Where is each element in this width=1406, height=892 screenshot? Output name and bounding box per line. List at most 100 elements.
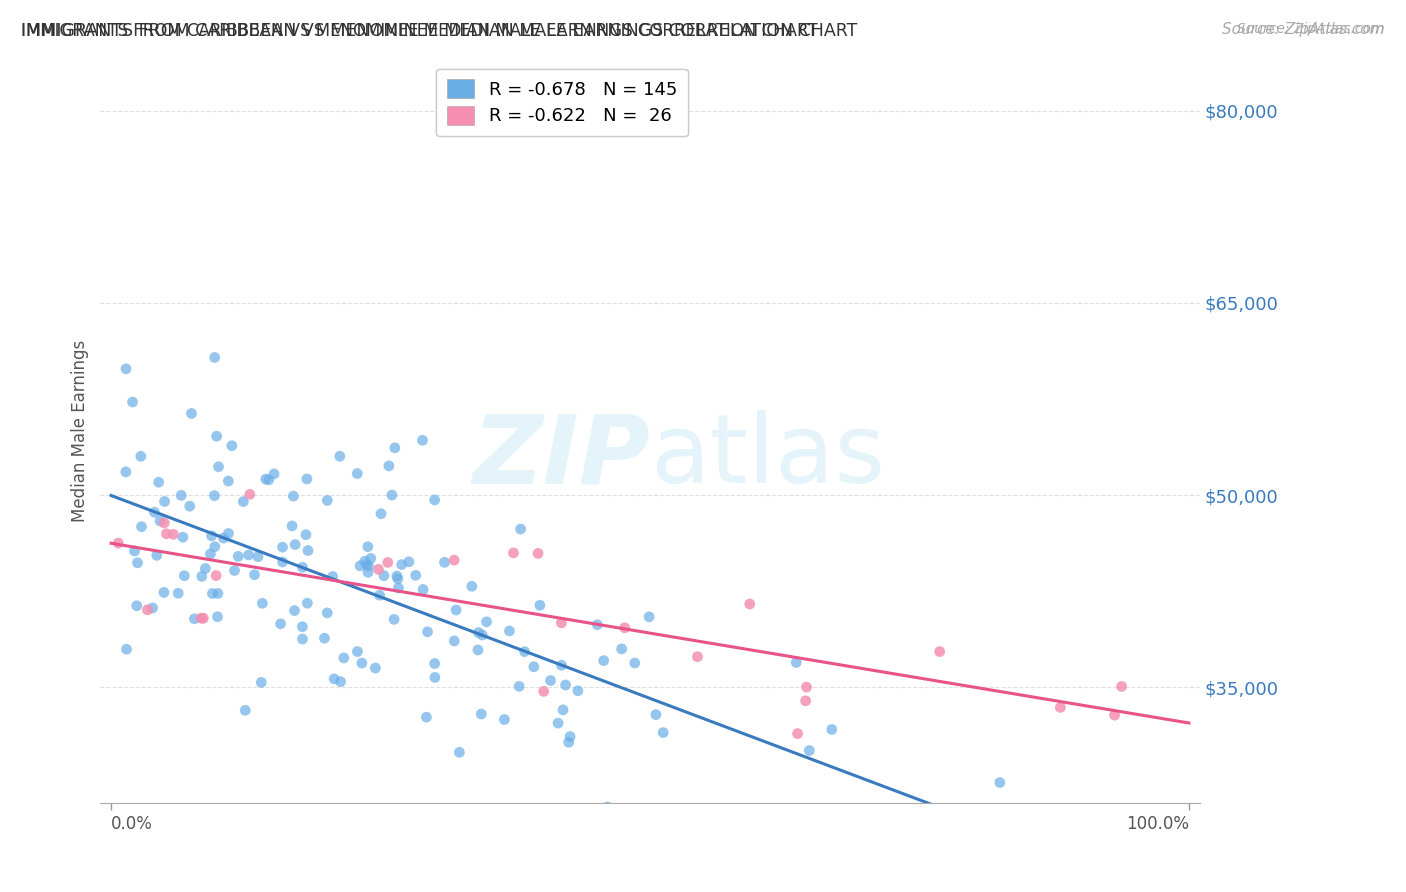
Point (470, 707, 492, 722)
Point (205, 568, 228, 582)
Point (191, 569, 214, 583)
Point (173, 568, 195, 582)
Point (316, 493, 339, 508)
Point (558, 735, 581, 749)
Point (224, 564, 246, 578)
Point (471, 628, 494, 642)
Point (333, 651, 356, 665)
Point (115, 642, 138, 657)
Point (142, 601, 165, 615)
Point (217, 474, 239, 488)
Point (796, 680, 818, 694)
Point (179, 499, 201, 513)
Point (724, 858, 747, 872)
Point (1111, 680, 1133, 694)
Point (533, 684, 555, 698)
Point (291, 632, 314, 646)
Text: ZIP: ZIP (472, 410, 650, 503)
Point (367, 562, 389, 576)
Point (398, 555, 420, 569)
Point (167, 586, 190, 600)
Text: IMMIGRANTS FROM CARIBBEAN VS MENOMINEE MEDIAN MALE EARNINGS CORRELATION CHART: IMMIGRANTS FROM CARIBBEAN VS MENOMINEE M… (21, 22, 818, 40)
Point (153, 494, 176, 508)
Point (183, 612, 205, 626)
Point (988, 775, 1011, 789)
Point (346, 467, 368, 481)
Point (377, 556, 399, 570)
Text: 0.0%: 0.0% (111, 815, 153, 833)
Point (153, 585, 176, 599)
Point (928, 644, 950, 658)
Point (232, 494, 254, 508)
Point (291, 620, 314, 634)
Point (370, 507, 392, 521)
Point (508, 679, 530, 693)
Point (239, 487, 262, 501)
Point (297, 543, 319, 558)
Text: IMMIGRANTS FROM CARIBBEAN VS MENOMINEE MEDIAN MALE EARNINGS CORRELATION CHART: IMMIGRANTS FROM CARIBBEAN VS MENOMINEE M… (21, 22, 858, 40)
Point (346, 644, 368, 658)
Point (412, 434, 434, 448)
Point (364, 661, 387, 675)
Point (785, 656, 807, 670)
Point (385, 569, 408, 583)
Point (1049, 700, 1071, 714)
Point (1022, 843, 1045, 857)
Text: Source: ZipAtlas.com: Source: ZipAtlas.com (1237, 22, 1385, 37)
Point (200, 547, 222, 561)
Point (207, 609, 229, 624)
Point (121, 395, 143, 409)
Point (323, 672, 346, 686)
Point (243, 567, 266, 582)
Point (433, 555, 456, 569)
Point (373, 568, 395, 582)
Point (786, 726, 808, 740)
Point (467, 625, 489, 640)
Point (250, 675, 273, 690)
Point (212, 531, 235, 545)
Point (558, 730, 581, 744)
Point (127, 556, 149, 570)
Point (145, 549, 167, 563)
Point (360, 551, 382, 566)
Point (252, 596, 274, 610)
Point (284, 538, 307, 552)
Point (382, 612, 405, 626)
Point (350, 656, 373, 670)
Point (193, 611, 215, 625)
Point (1104, 708, 1126, 723)
Point (475, 615, 498, 629)
Point (387, 581, 409, 595)
Point (596, 800, 619, 814)
Point (498, 624, 520, 638)
Point (295, 527, 318, 541)
Point (226, 549, 249, 564)
Point (509, 522, 531, 536)
Point (143, 505, 166, 519)
Point (205, 429, 228, 443)
Point (204, 351, 226, 365)
Text: 100.0%: 100.0% (1126, 815, 1189, 833)
Point (131, 519, 153, 533)
Point (623, 656, 645, 670)
Point (180, 407, 202, 421)
Point (233, 703, 256, 717)
Point (467, 643, 489, 657)
Point (200, 529, 222, 543)
Point (254, 472, 277, 486)
Point (190, 611, 212, 625)
Point (645, 707, 668, 722)
Point (381, 488, 404, 502)
Point (391, 558, 413, 572)
Point (204, 489, 226, 503)
Point (207, 586, 229, 600)
Point (271, 555, 294, 569)
Point (291, 560, 314, 574)
Point (155, 526, 177, 541)
Point (586, 617, 609, 632)
Point (257, 473, 280, 487)
Point (502, 546, 524, 560)
Point (494, 713, 516, 727)
Point (799, 743, 821, 757)
Point (550, 658, 572, 673)
